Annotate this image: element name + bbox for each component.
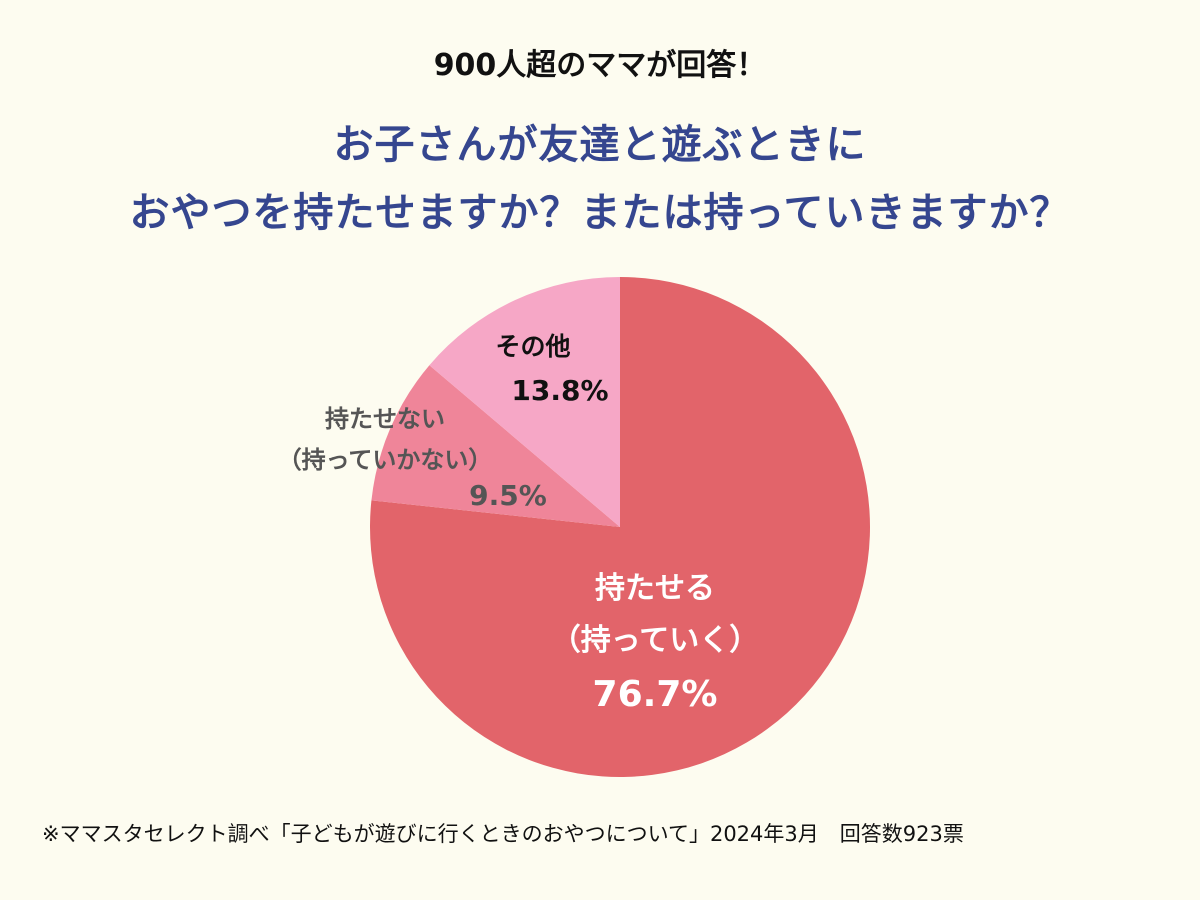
slice-value-mochaseru: 76.7% [593,674,718,715]
slice-label-mochaseru-2: （持っていく） [551,623,760,658]
pie-slice-sonota [429,277,620,527]
slice-label-mochasenai-1: 持たせない [325,405,445,433]
slice-value-sonota: 13.8% [511,374,608,407]
pie-slice-mochasenai [371,365,620,527]
pie-labels: 持たせる （持っていく） 76.7% 持たせない （持っていかない） 9.5% その他 13.… [278,332,760,715]
slice-label-sonota-1: その他 [495,332,570,361]
slice-label-mochaseru-1: 持たせる [595,571,715,606]
subtitle: 900人超のママが回答！ [433,48,767,83]
slice-value-mochasenai: 9.5% [469,479,547,512]
chart-title-line-1: お子さんが友達と遊ぶときに [333,122,867,168]
source-footnote: ※ママスタセレクト調べ「子どもが遊びに行くときのおやつについて」2024年3月 … [42,822,964,846]
slice-label-mochasenai-2: （持っていかない） [278,446,493,474]
pie-slices [369,277,870,777]
chart-title-line-2: おやつを持たせますか？または持っていきますか？ [129,190,1071,236]
